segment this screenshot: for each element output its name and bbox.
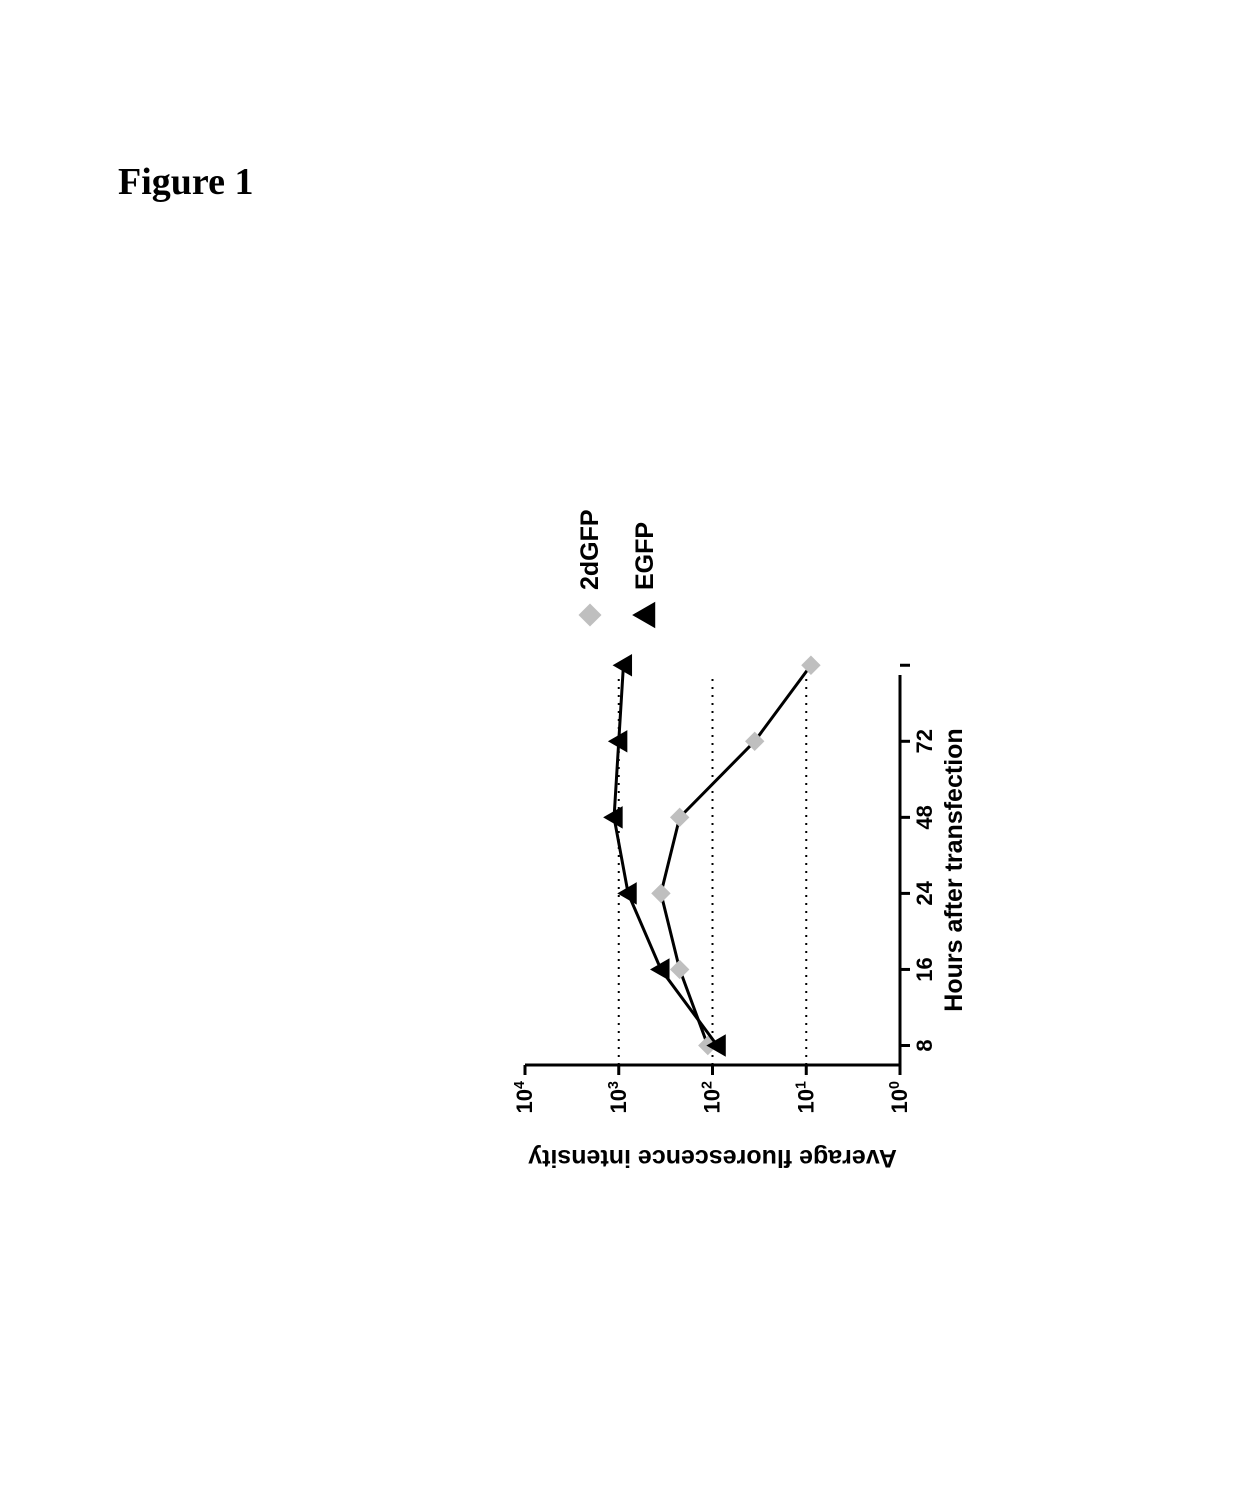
x-axis-label: Hours after transfection: [940, 728, 968, 1011]
y-tick-label: 100: [887, 1081, 912, 1113]
chart-wrapper: 100 101 102 103 104 8 16 24 48 72Hours after tran…: [470, 400, 990, 1200]
y-tick-label: 103: [606, 1081, 631, 1113]
x-tick-label: 24: [912, 880, 937, 905]
chart-svg: 100 101 102 103 104 8 16 24 48 72Hours after tran…: [470, 400, 990, 1200]
series-marker-EGFP: [651, 959, 669, 980]
series-line-2dGFP: [661, 665, 811, 1045]
y-tick-label: 102: [700, 1081, 725, 1113]
x-tick-label: 16: [912, 957, 937, 981]
y-tick-label: 104: [512, 1081, 537, 1113]
legend-label-EGFP: EGFP: [631, 522, 659, 590]
x-tick-label: 8: [912, 1039, 937, 1051]
x-tick-label: 48: [912, 805, 937, 829]
legend-marker-2dGFP: [579, 604, 601, 626]
legend-marker-EGFP: [633, 603, 655, 628]
series-line-EGFP: [614, 665, 717, 1045]
figure-title: Figure 1: [118, 160, 253, 204]
x-tick-label: 72: [912, 729, 937, 753]
series-marker-2dGFP: [671, 960, 689, 978]
legend-label-2dGFP: 2dGFP: [576, 509, 604, 590]
series-marker-2dGFP: [652, 884, 670, 902]
page: Figure 1 100 101 102 103 104 8 16 24 48 72Hours a…: [0, 0, 1240, 1491]
y-axis-label: Average fluorescence intensity: [528, 1144, 897, 1172]
y-tick-label: 101: [793, 1081, 818, 1113]
chart-inner: 100 101 102 103 104 8 16 24 48 72Hours after tran…: [470, 400, 990, 1200]
